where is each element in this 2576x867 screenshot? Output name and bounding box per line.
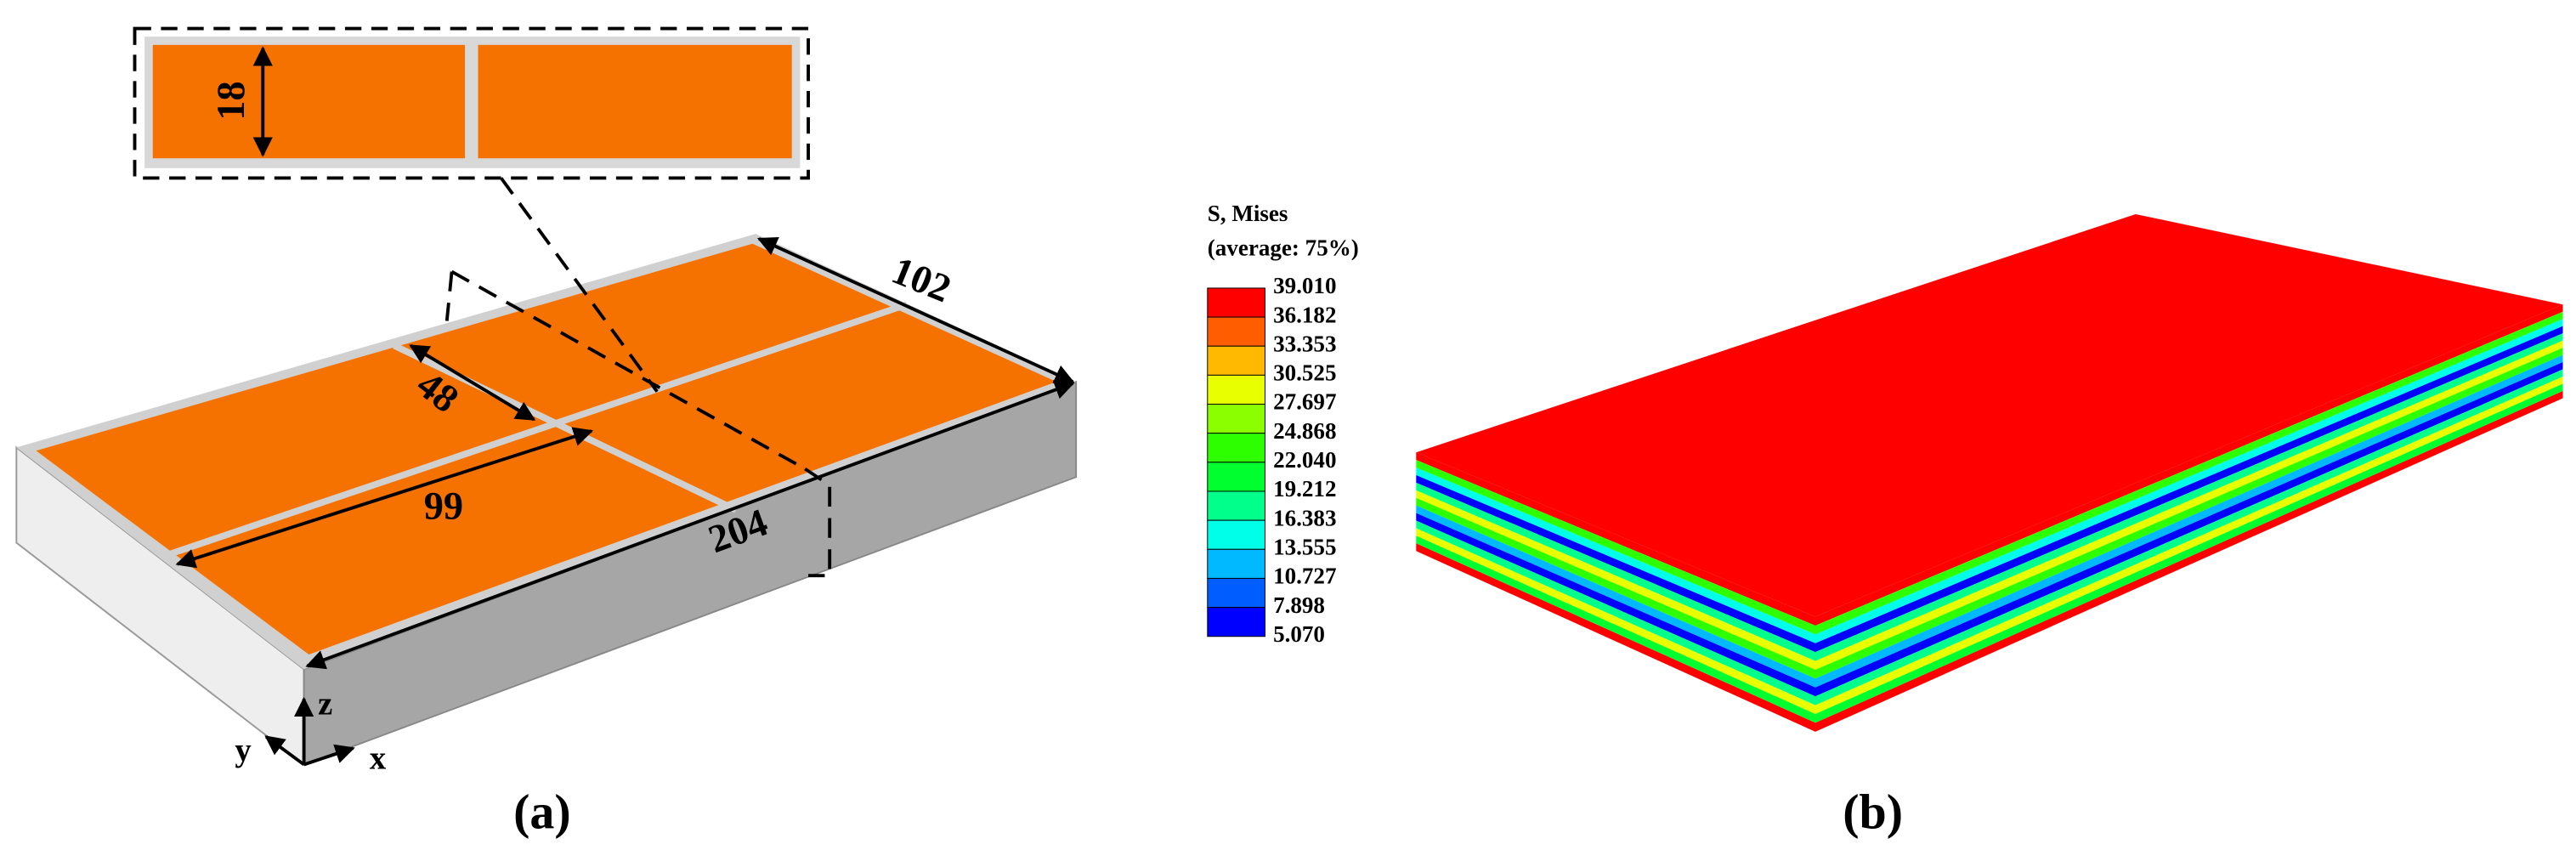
slab-layer xyxy=(1416,505,1816,688)
legend-value: 22.040 xyxy=(1273,447,1336,473)
slab-layer xyxy=(1815,311,2563,635)
legend-value: 24.868 xyxy=(1273,418,1336,444)
legend-value: 5.070 xyxy=(1273,621,1325,647)
legend-bin xyxy=(1207,490,1265,521)
slab-layer xyxy=(1416,482,1816,661)
caption: (b) xyxy=(1843,785,1903,840)
legend-value: 30.525 xyxy=(1273,360,1336,386)
inset-panel xyxy=(478,44,792,159)
legend-bin xyxy=(1207,607,1265,638)
inset-frame xyxy=(133,26,810,180)
axis-label: z xyxy=(318,687,332,722)
slab-layer xyxy=(1815,390,2563,732)
legend-value: 16.383 xyxy=(1273,505,1336,530)
slab-layer xyxy=(1416,460,1816,635)
inset-panel xyxy=(152,44,466,159)
slab-layer xyxy=(1815,333,2563,661)
axis-label: x xyxy=(370,741,387,777)
panel-a: 18 48 99 102 204 x xyxy=(15,26,1078,840)
caption: (a) xyxy=(513,785,571,840)
legend-bin xyxy=(1207,462,1265,492)
legend-value: 36.182 xyxy=(1273,302,1336,327)
legend-value: 13.555 xyxy=(1273,534,1336,559)
slab-layer xyxy=(1815,348,2563,679)
slab-layer xyxy=(1815,354,2563,688)
slab-layer xyxy=(1815,340,2563,670)
legend-bin xyxy=(1207,548,1265,579)
slab-layer xyxy=(1815,326,2563,653)
slab-top xyxy=(1416,213,2563,617)
legend-bin xyxy=(1207,287,1265,318)
axis-triad xyxy=(264,696,355,767)
slab-layer xyxy=(1416,513,1816,697)
legend-title: S, Mises xyxy=(1208,201,1288,226)
dimension-arrows xyxy=(175,237,1075,670)
slab-layer xyxy=(1416,452,1816,626)
slab-layer xyxy=(1815,362,2563,697)
slab-layer xyxy=(1815,319,2563,643)
slab-layer xyxy=(1416,497,1816,679)
slab-layer xyxy=(1416,520,1816,706)
legend-value: 27.697 xyxy=(1273,389,1336,415)
legend-bin xyxy=(1207,345,1265,376)
legend-bin xyxy=(1207,577,1265,609)
slab-layer xyxy=(1815,383,2563,723)
legend-subtitle: (average: 75%) xyxy=(1208,235,1359,261)
slab-layer xyxy=(1815,377,2563,715)
legend-value: 7.898 xyxy=(1273,592,1325,618)
dimension-label: 18 xyxy=(210,81,253,120)
legend-bin xyxy=(1207,316,1265,347)
slab-layer xyxy=(1416,528,1816,715)
legend-value: 39.010 xyxy=(1273,273,1336,298)
slab-layer xyxy=(1416,536,1816,723)
slab-layer xyxy=(1815,369,2563,706)
slab-layer xyxy=(1815,304,2563,626)
dimension-label: 99 xyxy=(424,485,463,529)
slab-layer xyxy=(1416,468,1816,643)
legend-value: 19.212 xyxy=(1273,476,1336,502)
legend-value: 10.727 xyxy=(1273,564,1336,589)
slab-layer xyxy=(1416,490,1816,670)
legend-value: 33.353 xyxy=(1273,331,1336,356)
axis-label: y xyxy=(235,733,251,768)
legend-bin xyxy=(1207,374,1265,405)
legend-bin xyxy=(1207,519,1265,550)
slab-layer xyxy=(1416,474,1816,653)
legend-bin xyxy=(1207,433,1265,463)
panel-b: S, Mises (average: 75%) (b) 39.010 36.182… xyxy=(1207,201,2563,840)
slab-layer xyxy=(1416,543,1816,732)
legend-bin xyxy=(1207,404,1265,434)
